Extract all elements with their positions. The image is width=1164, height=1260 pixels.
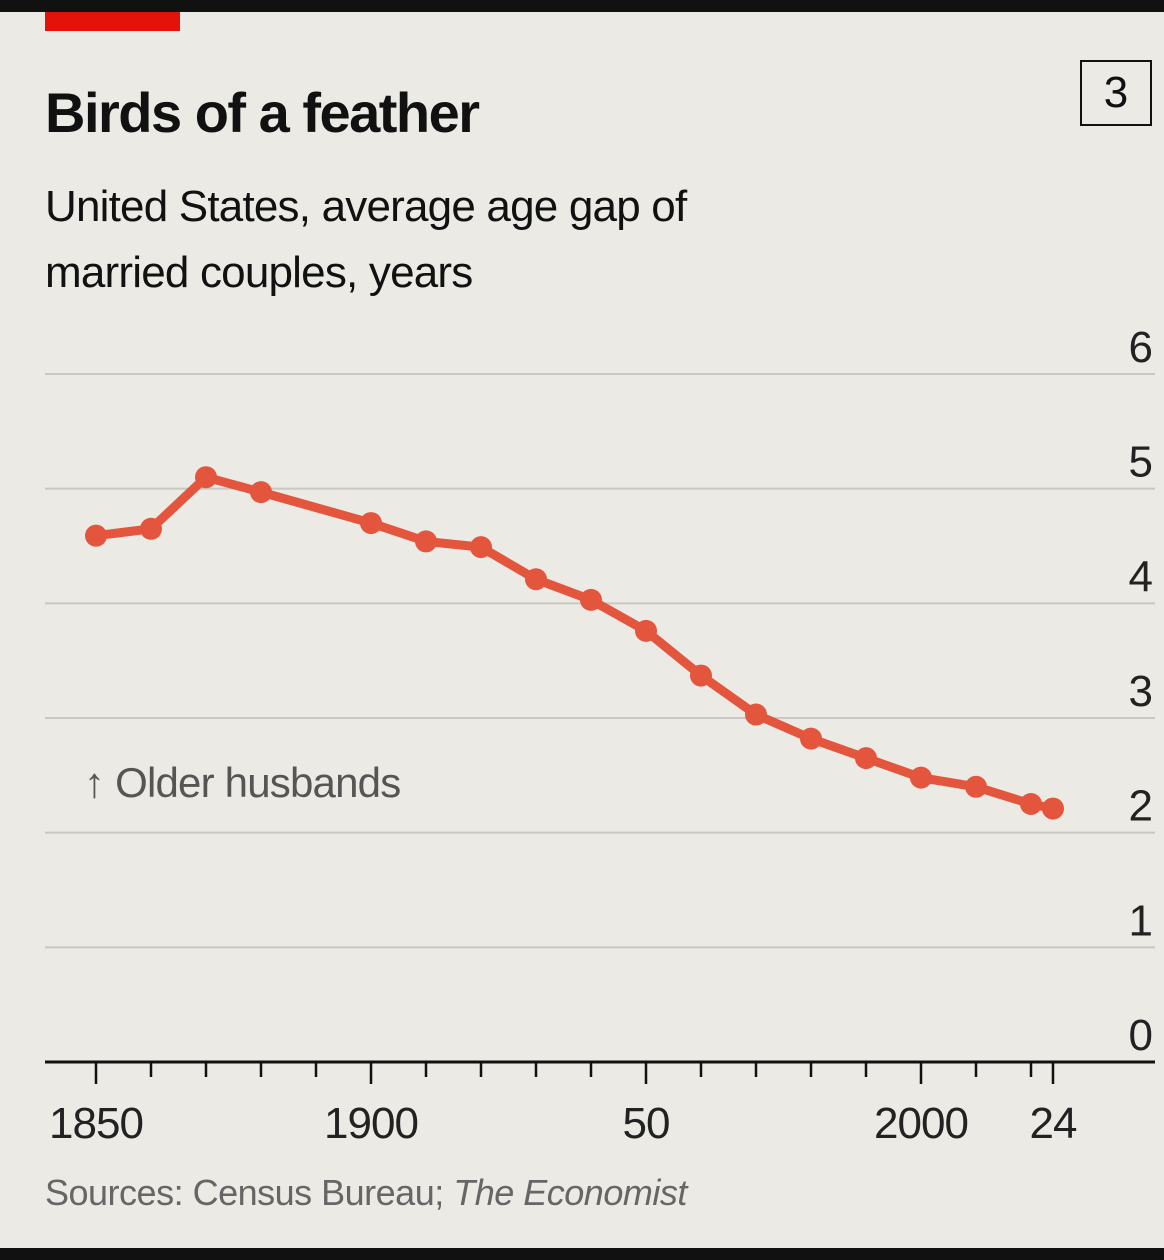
chart-subtitle: United States, average age gap of marrie… — [45, 182, 687, 297]
brand-red-bar — [45, 12, 180, 31]
data-point — [470, 536, 492, 559]
x-tick-label: 24 — [1030, 1099, 1077, 1148]
y-tick-label: 4 — [1129, 552, 1153, 601]
data-point — [635, 619, 657, 642]
annotation-older-husbands: ↑ Older husbands — [84, 759, 400, 806]
y-tick-label: 6 — [1129, 323, 1153, 372]
data-point — [965, 775, 987, 798]
chart-title: Birds of a feather — [45, 81, 480, 144]
data-point — [1020, 793, 1042, 815]
data-point — [800, 727, 822, 750]
chart-card: Birds of a feather 3 United States, aver… — [0, 12, 1164, 1248]
x-tick-label: 50 — [623, 1099, 670, 1148]
source-prefix: Sources: Census Bureau; — [45, 1172, 454, 1213]
x-tick-label: 1850 — [49, 1099, 143, 1148]
data-point — [415, 530, 437, 553]
data-point — [910, 766, 932, 789]
data-point — [85, 524, 107, 547]
data-point — [140, 517, 162, 540]
y-tick-label: 1 — [1129, 896, 1153, 945]
y-tick-label: 5 — [1129, 438, 1153, 487]
chart-number-badge: 3 — [1080, 60, 1152, 126]
data-point — [1042, 797, 1064, 820]
data-point — [525, 568, 547, 591]
data-point — [855, 747, 877, 770]
y-tick-label: 2 — [1129, 782, 1153, 831]
data-point — [195, 466, 217, 489]
data-point — [250, 481, 272, 504]
data-point — [360, 512, 382, 535]
y-tick-label: 0 — [1129, 1011, 1153, 1060]
data-point — [745, 703, 767, 726]
data-point — [690, 664, 712, 687]
x-tick-label: 2000 — [874, 1099, 968, 1148]
source-italic: The Economist — [453, 1172, 687, 1213]
y-tick-label: 3 — [1129, 667, 1153, 716]
x-tick-label: 1900 — [324, 1099, 418, 1148]
data-point — [580, 588, 602, 611]
source-note: Sources: Census Bureau; The Economist — [45, 1172, 687, 1214]
